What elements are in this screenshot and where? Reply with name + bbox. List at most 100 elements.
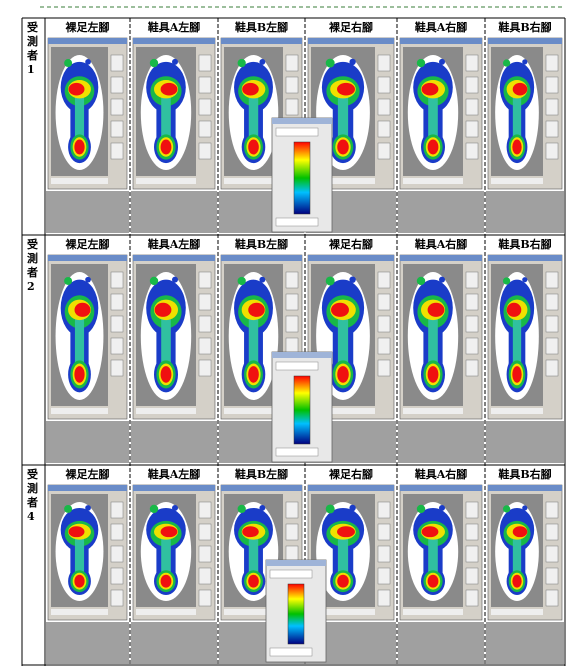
window-titlebar [48, 485, 127, 491]
toe [503, 277, 510, 284]
status-strip [491, 408, 543, 414]
pressure-peak [428, 303, 445, 317]
pressure-peak [75, 303, 91, 317]
toe [64, 59, 72, 67]
pressure-peak [69, 526, 85, 537]
column-header: 鞋具B右腳 [498, 237, 551, 251]
column-header: 裸足左腳 [66, 20, 110, 34]
scale-field [276, 218, 318, 226]
window-titlebar [488, 38, 562, 44]
tool-button [111, 524, 123, 540]
toe [503, 505, 510, 512]
tool-button [111, 294, 123, 310]
status-strip [491, 609, 543, 615]
tool-button [286, 546, 298, 562]
cell: 裸足左腳 [46, 467, 129, 664]
window-titlebar [400, 485, 482, 491]
toe [522, 59, 527, 64]
tool-button [286, 316, 298, 332]
tool-button [378, 77, 390, 93]
pressure-peak [513, 526, 528, 537]
tool-button [378, 590, 390, 606]
tool-button [111, 55, 123, 71]
column-header: 裸足右腳 [329, 237, 373, 251]
empty-area [131, 421, 217, 463]
toe [85, 505, 91, 511]
tool-button [378, 294, 390, 310]
color-scale [294, 376, 310, 444]
tool-button [111, 316, 123, 332]
toe [417, 277, 425, 285]
scale-titlebar [272, 352, 332, 358]
cell: 裸足左腳 [46, 20, 129, 233]
tool-button [286, 502, 298, 518]
pressure-peak [161, 83, 178, 96]
tool-button [466, 55, 478, 71]
status-strip [403, 609, 463, 615]
tool-button [466, 294, 478, 310]
cell: 鞋具A左腳 [131, 237, 217, 463]
pressure-peak [74, 575, 84, 588]
scale-popups [266, 118, 332, 662]
toe [238, 59, 246, 67]
empty-area [46, 421, 129, 463]
window-titlebar [133, 255, 215, 261]
scale-titlebar [266, 560, 326, 566]
scale-field [276, 362, 318, 370]
column-header: 鞋具A右腳 [415, 237, 468, 251]
pressure-peak [513, 83, 528, 96]
tool-button [546, 338, 558, 354]
toe [417, 59, 425, 67]
window-titlebar [488, 255, 562, 261]
tool-button [546, 99, 558, 115]
pressure-peak [161, 140, 172, 155]
tool-button [286, 77, 298, 93]
pressure-peak [337, 140, 349, 155]
tool-button [111, 77, 123, 93]
toe [64, 505, 72, 513]
tool-button [546, 294, 558, 310]
pressure-peak [74, 140, 84, 155]
pressure-peak [248, 366, 259, 383]
cell: 鞋具A左腳 [131, 467, 217, 664]
tool-button [199, 590, 211, 606]
tool-button [286, 524, 298, 540]
tool-button [378, 143, 390, 159]
pressure-peak [74, 366, 84, 383]
column-header: 裸足左腳 [66, 237, 110, 251]
column-header: 鞋具A左腳 [148, 237, 201, 251]
scale-titlebar [272, 118, 332, 124]
cell: 鞋具A右腳 [398, 20, 484, 233]
tool-button [546, 568, 558, 584]
toe [349, 276, 355, 282]
toe [85, 59, 91, 65]
pressure-peak [422, 526, 439, 537]
window-titlebar [308, 485, 394, 491]
status-strip [51, 178, 108, 184]
window-titlebar [133, 485, 215, 491]
cell: 鞋具A右腳 [398, 467, 484, 664]
tool-button [466, 272, 478, 288]
tool-button [199, 568, 211, 584]
tool-button [546, 360, 558, 376]
toe [349, 505, 355, 511]
status-strip [403, 178, 463, 184]
pressure-peak [507, 303, 522, 317]
tool-button [111, 99, 123, 115]
empty-area [486, 622, 564, 664]
pressure-peak [512, 366, 521, 383]
pressure-peak [337, 575, 349, 588]
pressure-peak [161, 366, 172, 383]
window-titlebar [308, 255, 394, 261]
toe [238, 277, 246, 285]
tool-button [466, 316, 478, 332]
window-titlebar [221, 485, 302, 491]
toe [150, 505, 158, 513]
column-header: 裸足右腳 [329, 20, 373, 34]
tool-button [546, 55, 558, 71]
tool-button [466, 99, 478, 115]
column-header: 鞋具A左腳 [148, 467, 201, 481]
status-strip [136, 178, 196, 184]
tool-button [199, 546, 211, 562]
